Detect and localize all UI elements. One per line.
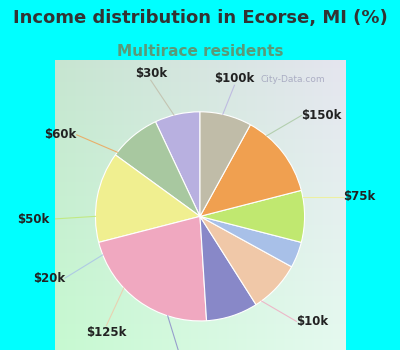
Text: $150k: $150k: [302, 109, 342, 122]
Text: $50k: $50k: [17, 213, 49, 226]
Text: $10k: $10k: [296, 315, 328, 328]
Wedge shape: [156, 112, 200, 216]
Text: $75k: $75k: [343, 190, 376, 203]
Wedge shape: [200, 112, 250, 216]
Wedge shape: [96, 155, 200, 243]
Text: Multirace residents: Multirace residents: [117, 44, 283, 59]
Wedge shape: [200, 216, 301, 267]
Text: $60k: $60k: [44, 128, 77, 141]
Wedge shape: [115, 122, 200, 216]
Text: $20k: $20k: [33, 272, 65, 285]
Wedge shape: [200, 216, 292, 304]
Text: Income distribution in Ecorse, MI (%): Income distribution in Ecorse, MI (%): [13, 9, 387, 27]
Text: $30k: $30k: [135, 67, 167, 80]
Wedge shape: [200, 216, 256, 321]
Wedge shape: [200, 190, 304, 243]
Wedge shape: [99, 216, 206, 321]
Text: $125k: $125k: [86, 326, 126, 339]
Wedge shape: [200, 125, 301, 216]
Text: City-Data.com: City-Data.com: [261, 75, 325, 84]
Text: $100k: $100k: [214, 72, 254, 85]
